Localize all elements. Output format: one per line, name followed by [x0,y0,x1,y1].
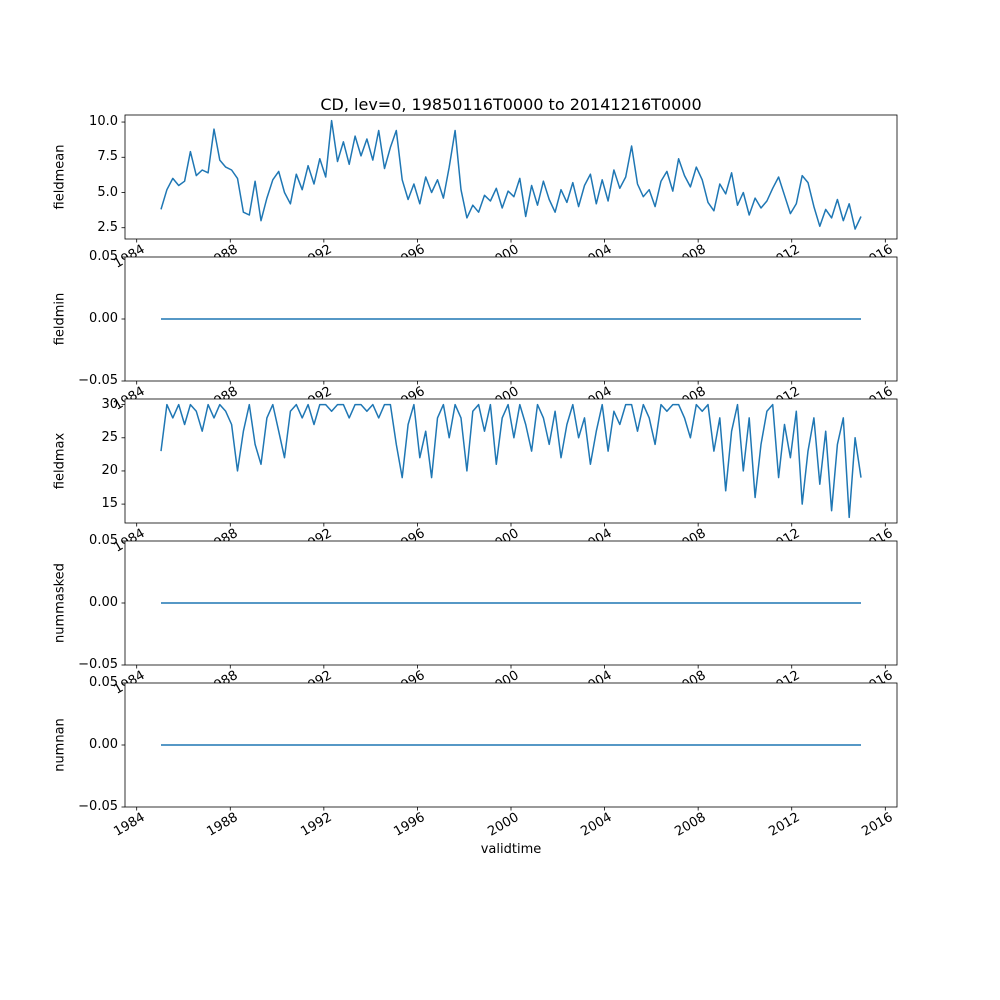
data-line-fieldmax [160,403,862,519]
x-tick-label: 1992 [298,384,335,414]
x-tick-label: 1984 [111,668,148,698]
x-tick-label: 1996 [391,668,428,698]
y-tick-label: 0.05 [89,675,118,690]
x-tick-label: 1992 [298,810,335,840]
y-axis-label-nummasked: nummasked [52,563,68,643]
y-axis-label-numnan: numnan [52,718,68,772]
y-tick-label: 10.0 [89,114,118,130]
x-tick-label: 1992 [298,526,335,556]
x-tick-label: 1988 [204,668,241,698]
x-tick-label: 1996 [391,810,428,840]
y-tick-label: 7.5 [97,149,118,165]
x-tick-label: 2000 [485,668,522,698]
x-tick-label: 1992 [298,668,335,698]
x-tick-label: 1996 [391,242,428,272]
x-tick-label: 1988 [204,810,241,840]
x-tick-label: 2000 [485,810,522,840]
chart-title: CD, lev=0, 19850116T0000 to 20141216T000… [320,95,702,114]
y-tick-label: −0.05 [78,373,118,388]
data-line-fieldmean [160,119,862,230]
x-tick-label: 1996 [391,526,428,556]
y-tick-label: 0.00 [89,311,118,326]
axes-background [125,115,897,239]
x-tick-label: 2008 [672,384,709,414]
x-axis-label: validtime [480,842,542,857]
x-tick-label: 2004 [578,242,616,272]
y-tick-label: 30 [101,396,118,412]
x-tick-label: 1984 [111,810,148,840]
x-tick-label: 2008 [672,668,709,698]
x-tick-label: 2012 [766,242,803,272]
x-tick-label: 2000 [485,526,522,556]
axes-frame [124,540,898,666]
x-tick-label: 1988 [204,242,241,272]
x-tick-label: 2012 [766,384,803,414]
x-tick-label: 2004 [578,526,616,556]
axes-frame [124,398,898,524]
y-tick-label: 0.00 [89,595,118,610]
x-tick-label: 2004 [578,810,616,840]
y-tick-label: 0.05 [89,533,118,548]
x-tick-label: 1984 [111,384,148,414]
x-tick-label: 1988 [204,526,241,556]
x-tick-label: 1992 [298,242,335,272]
y-tick-label: 0.05 [89,249,118,264]
x-tick-label: 2008 [672,242,709,272]
y-tick-label: 2.5 [97,219,118,235]
y-tick-label: 20 [101,462,118,478]
x-tick-label: 2016 [859,526,896,556]
x-tick-label: 2000 [485,242,522,272]
axes-background [125,683,897,807]
y-tick-label: 15 [101,496,118,512]
x-tick-label: 2004 [578,668,616,698]
y-axis-label-fieldmin: fieldmin [52,292,68,346]
x-tick-label: 2016 [859,810,896,840]
y-tick-label: 0.00 [89,737,118,752]
y-axis-label-fieldmean: fieldmean [52,144,68,210]
x-tick-label: 2016 [859,242,896,272]
y-tick-label: 25 [101,429,118,445]
axes-frame [124,114,898,240]
x-tick-label: 2012 [766,526,803,556]
axes-background [125,541,897,665]
x-tick-label: 1984 [111,526,148,556]
y-tick-label: −0.05 [78,799,118,814]
x-tick-label: 1988 [204,384,241,414]
x-tick-label: 2008 [672,526,709,556]
x-tick-label: 2008 [672,810,709,840]
y-tick-label: 5.0 [97,184,118,200]
y-axis-label-fieldmax: fieldmax [52,432,68,490]
axes-background [125,257,897,381]
axes-frame [124,682,898,808]
axes-background [125,399,897,523]
x-tick-label: 1996 [391,384,428,414]
x-tick-label: 2016 [859,384,896,414]
x-tick-label: 2004 [578,384,616,414]
x-tick-label: 2016 [859,668,896,698]
y-tick-label: −0.05 [78,657,118,672]
x-tick-label: 2012 [766,810,803,840]
x-tick-label: 2012 [766,668,803,698]
axes-frame [124,256,898,382]
x-tick-label: 2000 [485,384,522,414]
x-tick-label: 1984 [111,242,148,272]
